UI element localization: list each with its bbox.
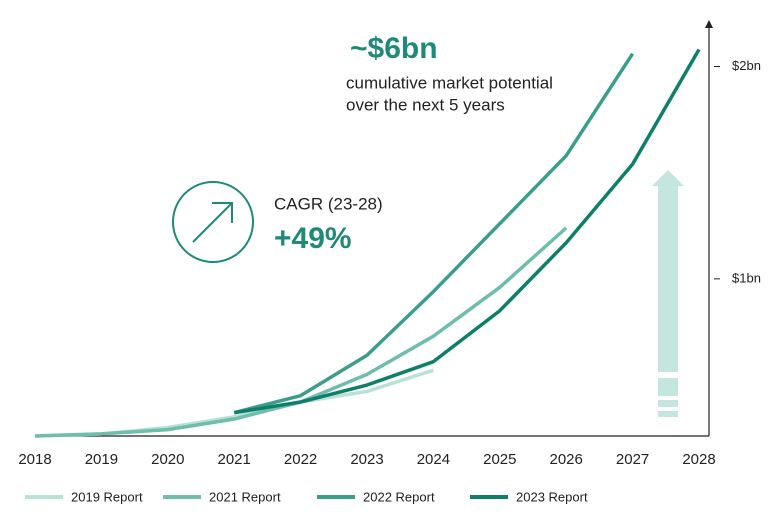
- x-tick-label: 2021: [218, 451, 251, 468]
- cagr-value: +49%: [274, 222, 352, 255]
- x-tick-label: 2020: [151, 451, 184, 468]
- series-line: [34, 226, 568, 438]
- x-tick-label: 2028: [682, 451, 715, 468]
- cagr-icon: [172, 181, 254, 263]
- legend-label: 2021 Report: [209, 489, 281, 504]
- series-line: [233, 48, 701, 415]
- cagr-label: CAGR (23-28): [274, 194, 383, 213]
- x-tick-label: 2026: [550, 451, 583, 468]
- legend-label: 2022 Report: [363, 489, 435, 504]
- subtext: over the next 5 years: [346, 95, 505, 114]
- growth-arrow: [652, 170, 684, 417]
- x-tick-label: 2023: [350, 451, 383, 468]
- y-axis-arrow: [705, 20, 713, 28]
- x-tick-label: 2019: [85, 451, 118, 468]
- y-tick-label: $2bn: [732, 58, 761, 73]
- headline: ~$6bn: [350, 32, 438, 65]
- y-tick-label: $1bn: [732, 270, 761, 285]
- x-tick-label: 2022: [284, 451, 317, 468]
- legend-label: 2023 Report: [516, 489, 588, 504]
- x-tick-label: 2018: [18, 451, 51, 468]
- x-tick-label: 2024: [417, 451, 450, 468]
- x-tick-label: 2025: [483, 451, 516, 468]
- x-tick-label: 2027: [616, 451, 649, 468]
- subtext: cumulative market potential: [346, 73, 553, 92]
- series-line: [34, 368, 434, 438]
- legend-label: 2019 Report: [71, 489, 143, 504]
- series-line: [233, 52, 635, 415]
